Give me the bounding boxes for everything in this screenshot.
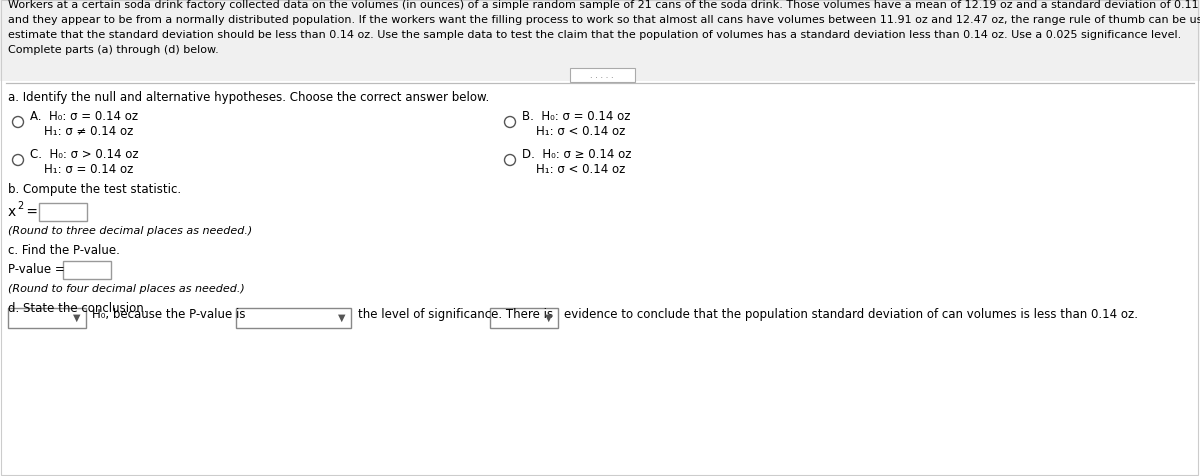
FancyBboxPatch shape [236,308,352,328]
Text: A.  H₀: σ = 0.14 oz: A. H₀: σ = 0.14 oz [30,110,138,123]
FancyBboxPatch shape [8,308,86,328]
Text: (Round to four decimal places as needed.): (Round to four decimal places as needed.… [8,284,245,294]
Text: . . . . .: . . . . . [590,71,614,80]
Text: H₀, because the P-value is: H₀, because the P-value is [92,308,246,321]
Text: estimate that the standard deviation should be less than 0.14 oz. Use the sample: estimate that the standard deviation sho… [8,30,1181,40]
Text: 2: 2 [17,201,23,211]
Text: d. State the conclusion.: d. State the conclusion. [8,302,148,315]
Text: D.  H₀: σ ≥ 0.14 oz: D. H₀: σ ≥ 0.14 oz [522,148,631,161]
Text: (Round to three decimal places as needed.): (Round to three decimal places as needed… [8,226,252,236]
Text: H₁: σ ≠ 0.14 oz: H₁: σ ≠ 0.14 oz [44,125,133,138]
FancyBboxPatch shape [38,203,88,221]
Text: Complete parts (a) through (d) below.: Complete parts (a) through (d) below. [8,45,218,55]
Bar [0,83,1200,476]
Text: H₁: σ = 0.14 oz: H₁: σ = 0.14 oz [44,163,133,176]
Text: b. Compute the test statistic.: b. Compute the test statistic. [8,183,181,196]
Text: B.  H₀: σ = 0.14 oz: B. H₀: σ = 0.14 oz [522,110,630,123]
Bar [0,0,1200,81]
FancyBboxPatch shape [570,68,635,82]
FancyBboxPatch shape [490,308,558,328]
Text: ▼: ▼ [545,313,552,323]
Text: =: = [22,205,38,219]
Text: C.  H₀: σ > 0.14 oz: C. H₀: σ > 0.14 oz [30,148,139,161]
Text: H₁: σ < 0.14 oz: H₁: σ < 0.14 oz [536,163,625,176]
Text: c. Find the P-value.: c. Find the P-value. [8,244,120,257]
Text: ▼: ▼ [72,313,80,323]
Text: P-value =: P-value = [8,263,65,276]
Text: evidence to conclude that the population standard deviation of can volumes is le: evidence to conclude that the population… [564,308,1138,321]
Text: x: x [8,205,17,219]
Text: a. Identify the null and alternative hypotheses. Choose the correct answer below: a. Identify the null and alternative hyp… [8,91,490,104]
FancyBboxPatch shape [64,261,112,279]
Text: ▼: ▼ [337,313,346,323]
Text: the level of significance. There is: the level of significance. There is [358,308,553,321]
Text: Workers at a certain soda drink factory collected data on the volumes (in ounces: Workers at a certain soda drink factory … [8,0,1200,10]
Text: H₁: σ < 0.14 oz: H₁: σ < 0.14 oz [536,125,625,138]
Text: and they appear to be from a normally distributed population. If the workers wan: and they appear to be from a normally di… [8,15,1200,25]
